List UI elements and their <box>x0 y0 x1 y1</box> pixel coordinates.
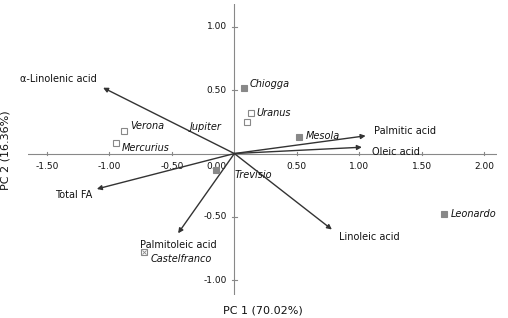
Text: -1.00: -1.00 <box>98 162 121 171</box>
Text: PC 1 (70.02%): PC 1 (70.02%) <box>223 306 302 315</box>
Text: 0.50: 0.50 <box>207 86 227 95</box>
Text: Palmitic acid: Palmitic acid <box>374 126 436 136</box>
Text: α-Linolenic acid: α-Linolenic acid <box>20 74 97 84</box>
Text: Leonardo: Leonardo <box>451 209 496 219</box>
Text: 0.00: 0.00 <box>207 162 227 171</box>
Text: Palmitoleic acid: Palmitoleic acid <box>140 240 216 250</box>
Text: Trevisio: Trevisio <box>234 170 272 180</box>
Text: Verona: Verona <box>131 121 165 131</box>
Text: Total FA: Total FA <box>54 190 92 200</box>
Text: Mesola: Mesola <box>306 131 340 141</box>
Text: Jupiter: Jupiter <box>190 122 222 132</box>
Text: Mercurius: Mercurius <box>122 143 170 154</box>
Text: Linoleic acid: Linoleic acid <box>339 232 400 242</box>
Text: -0.50: -0.50 <box>204 212 227 221</box>
Text: -1.50: -1.50 <box>35 162 58 171</box>
Text: Oleic acid: Oleic acid <box>372 147 420 157</box>
Text: Chiogga: Chiogga <box>249 79 290 89</box>
Text: Uranus: Uranus <box>257 108 292 118</box>
Text: 1.50: 1.50 <box>412 162 432 171</box>
Text: Castelfranco: Castelfranco <box>150 254 212 264</box>
Text: 1.00: 1.00 <box>350 162 369 171</box>
Text: PC 2 (16.36%): PC 2 (16.36%) <box>1 110 11 190</box>
Text: 1.00: 1.00 <box>207 23 227 31</box>
Text: -0.50: -0.50 <box>160 162 183 171</box>
Text: 2.00: 2.00 <box>474 162 494 171</box>
Text: 0.50: 0.50 <box>287 162 307 171</box>
Text: -1.00: -1.00 <box>204 276 227 285</box>
